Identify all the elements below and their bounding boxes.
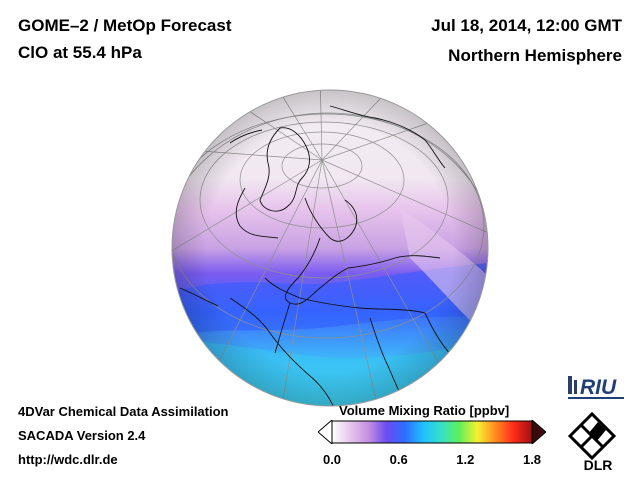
colorbar-max-arrow <box>531 420 546 444</box>
footer-line-1: 4DVar Chemical Data Assimilation <box>18 404 229 419</box>
globe-map <box>171 89 489 407</box>
map-date: Jul 18, 2014, 12:00 GMT <box>431 16 622 35</box>
colorbar-tick: 1.2 <box>456 452 475 467</box>
colorbar-title: Volume Mixing Ratio [ppbv] <box>339 403 510 418</box>
hemisphere-label: Northern Hemisphere <box>448 46 622 65</box>
riu-logo: RIU <box>568 376 624 399</box>
dlr-logo: DLR <box>567 411 617 473</box>
colorbar-tick: 1.8 <box>522 452 542 467</box>
map-title: GOME–2 / MetOp Forecast <box>18 16 232 35</box>
footer-url: http://wdc.dlr.de <box>18 452 118 467</box>
svg-text:RIU: RIU <box>580 376 617 399</box>
colorbar <box>318 420 546 444</box>
colorbar-tick: 0.0 <box>322 452 342 467</box>
globe-outline <box>171 89 489 407</box>
footer-line-2: SACADA Version 2.4 <box>18 428 146 443</box>
map-subtitle: ClO at 55.4 hPa <box>18 43 142 62</box>
colorbar-min-arrow <box>318 420 333 444</box>
globe-shading <box>172 90 488 406</box>
svg-text:DLR: DLR <box>584 457 613 473</box>
colorbar-gradient <box>331 420 533 444</box>
colorbar-tick: 0.6 <box>389 452 408 467</box>
